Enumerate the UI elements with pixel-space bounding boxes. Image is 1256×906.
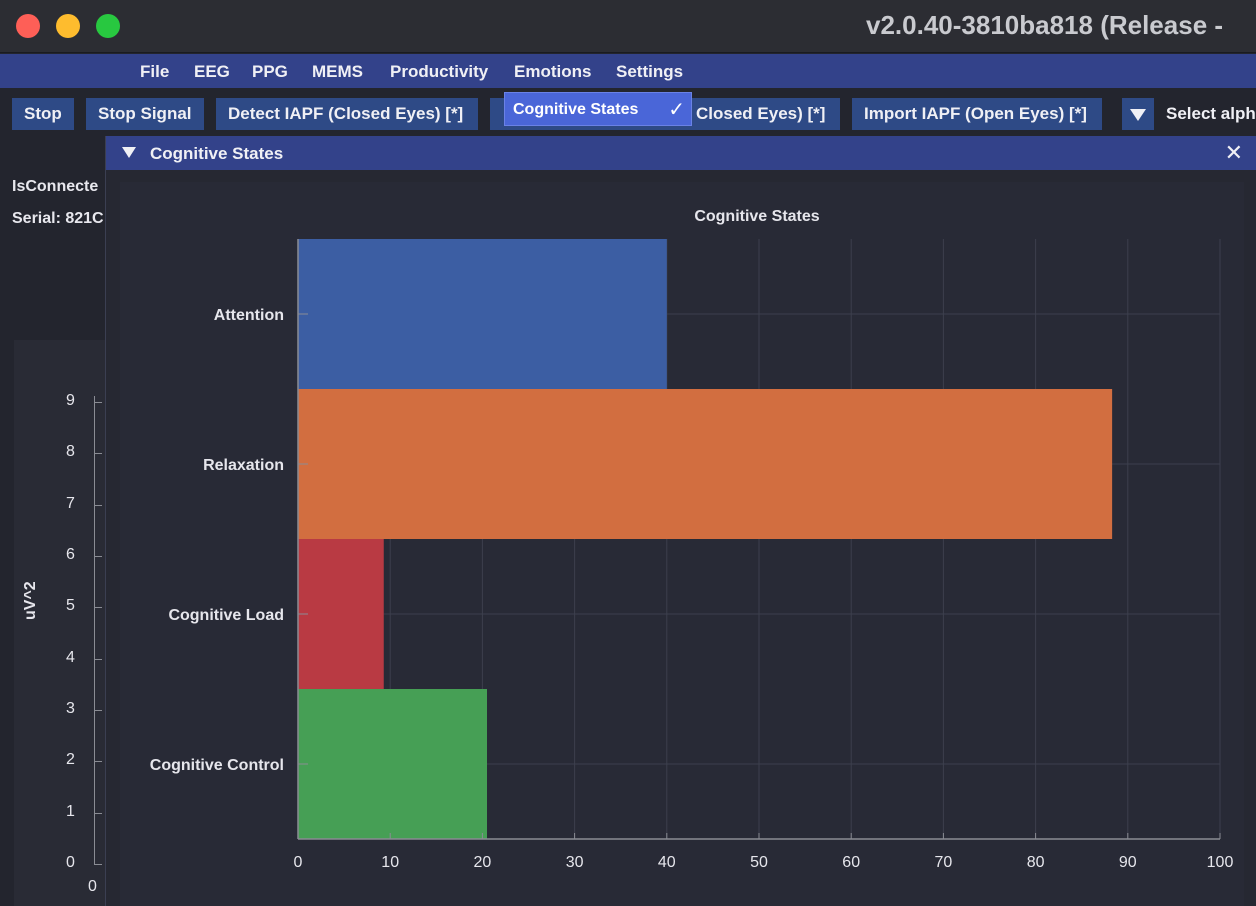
bar: [298, 689, 488, 839]
x-tick-label: 70: [935, 854, 953, 871]
menu-file[interactable]: File: [140, 62, 170, 81]
background-y-tick: 5: [66, 597, 75, 615]
background-x-tick: 0: [88, 878, 97, 895]
background-y-tickmark: [94, 453, 102, 455]
window-title-label: Cognitive States: [150, 144, 284, 163]
close-window-button[interactable]: [16, 14, 40, 38]
menu-emotions[interactable]: Emotions: [514, 62, 592, 81]
y-tick-label: Cognitive Control: [150, 757, 284, 774]
x-tick-label: 0: [294, 854, 303, 871]
checkmark-icon: ✓: [668, 99, 685, 121]
zoom-window-button[interactable]: [96, 14, 120, 38]
background-y-tickmark: [94, 556, 102, 557]
x-tick-label: 80: [1027, 854, 1045, 871]
x-tick-label: 30: [566, 854, 584, 871]
stop-button[interactable]: Stop: [12, 98, 74, 130]
serial-number: Serial: 821C: [12, 210, 104, 227]
y-tick-label: Attention: [214, 307, 284, 324]
menu-productivity[interactable]: Productivity: [390, 62, 489, 81]
collapse-icon[interactable]: [122, 147, 136, 158]
x-tick-label: 90: [1119, 854, 1137, 871]
background-y-tick: 4: [66, 648, 75, 666]
background-y-tickmark: [94, 607, 102, 609]
y-tick-label: Cognitive Load: [168, 607, 284, 624]
select-alpha-label: Select alph: [1166, 104, 1256, 123]
background-y-tickmark: [94, 504, 102, 506]
menu-mems[interactable]: MEMS: [312, 62, 363, 81]
bar: [298, 239, 667, 389]
background-y-tickmark: [94, 402, 102, 403]
x-tick-label: 20: [474, 854, 492, 871]
y-tick-label: Relaxation: [203, 457, 284, 474]
background-y-tick: 8: [66, 443, 75, 461]
minimize-window-button[interactable]: [56, 14, 80, 38]
background-y-tick: 7: [66, 494, 75, 512]
window-title: v2.0.40-3810ba818 (Release -: [866, 10, 1224, 40]
background-y-tick: 6: [66, 546, 75, 563]
background-y-tick: 0: [66, 854, 75, 871]
background-y-tickmark: [94, 658, 102, 660]
background-y-tickmark: [94, 710, 102, 711]
detect-iapf-closed-button[interactable]: Detect IAPF (Closed Eyes) [*]: [216, 98, 478, 130]
x-tick-label: 50: [750, 854, 768, 871]
bar: [298, 389, 1113, 539]
background-y-tickmark: [94, 812, 102, 814]
background-y-tickmark: [94, 864, 102, 865]
menu-eeg[interactable]: EEG: [194, 62, 230, 81]
chart-title: Cognitive States: [694, 208, 819, 225]
background-y-tick: 2: [66, 751, 75, 769]
x-tick-label: 60: [842, 854, 860, 871]
background-y-tickmark: [94, 761, 102, 763]
window-header[interactable]: Cognitive States ✕: [106, 136, 1256, 170]
x-tick-label: 10: [381, 854, 399, 871]
connection-status: IsConnecte: [12, 178, 99, 195]
cognitive-states-menu-item[interactable]: Cognitive States ✓: [504, 92, 692, 126]
menu-settings[interactable]: Settings: [616, 62, 684, 81]
background-y-axis: [94, 396, 95, 864]
bar: [298, 539, 384, 689]
background-y-tick: 3: [66, 700, 75, 717]
x-tick-label: 100: [1207, 854, 1234, 871]
background-plot: [14, 340, 108, 906]
menu-ppg[interactable]: PPG: [252, 62, 288, 81]
stop-signal-button[interactable]: Stop Signal: [86, 98, 204, 130]
background-y-tick: 1: [66, 802, 75, 820]
x-tick-label: 40: [658, 854, 676, 871]
menu-bar: File EEG PPG MEMS Productivity Emotions …: [0, 54, 1256, 88]
close-icon[interactable]: ✕: [1224, 140, 1243, 165]
background-y-tick: 9: [66, 392, 75, 409]
menu-item-label: Cognitive States: [513, 101, 639, 118]
import-iapf-open-button[interactable]: Import IAPF (Open Eyes) [*]: [852, 98, 1102, 130]
title-bar: v2.0.40-3810ba818 (Release -: [0, 0, 1256, 53]
chevron-down-icon[interactable]: [1122, 98, 1154, 130]
